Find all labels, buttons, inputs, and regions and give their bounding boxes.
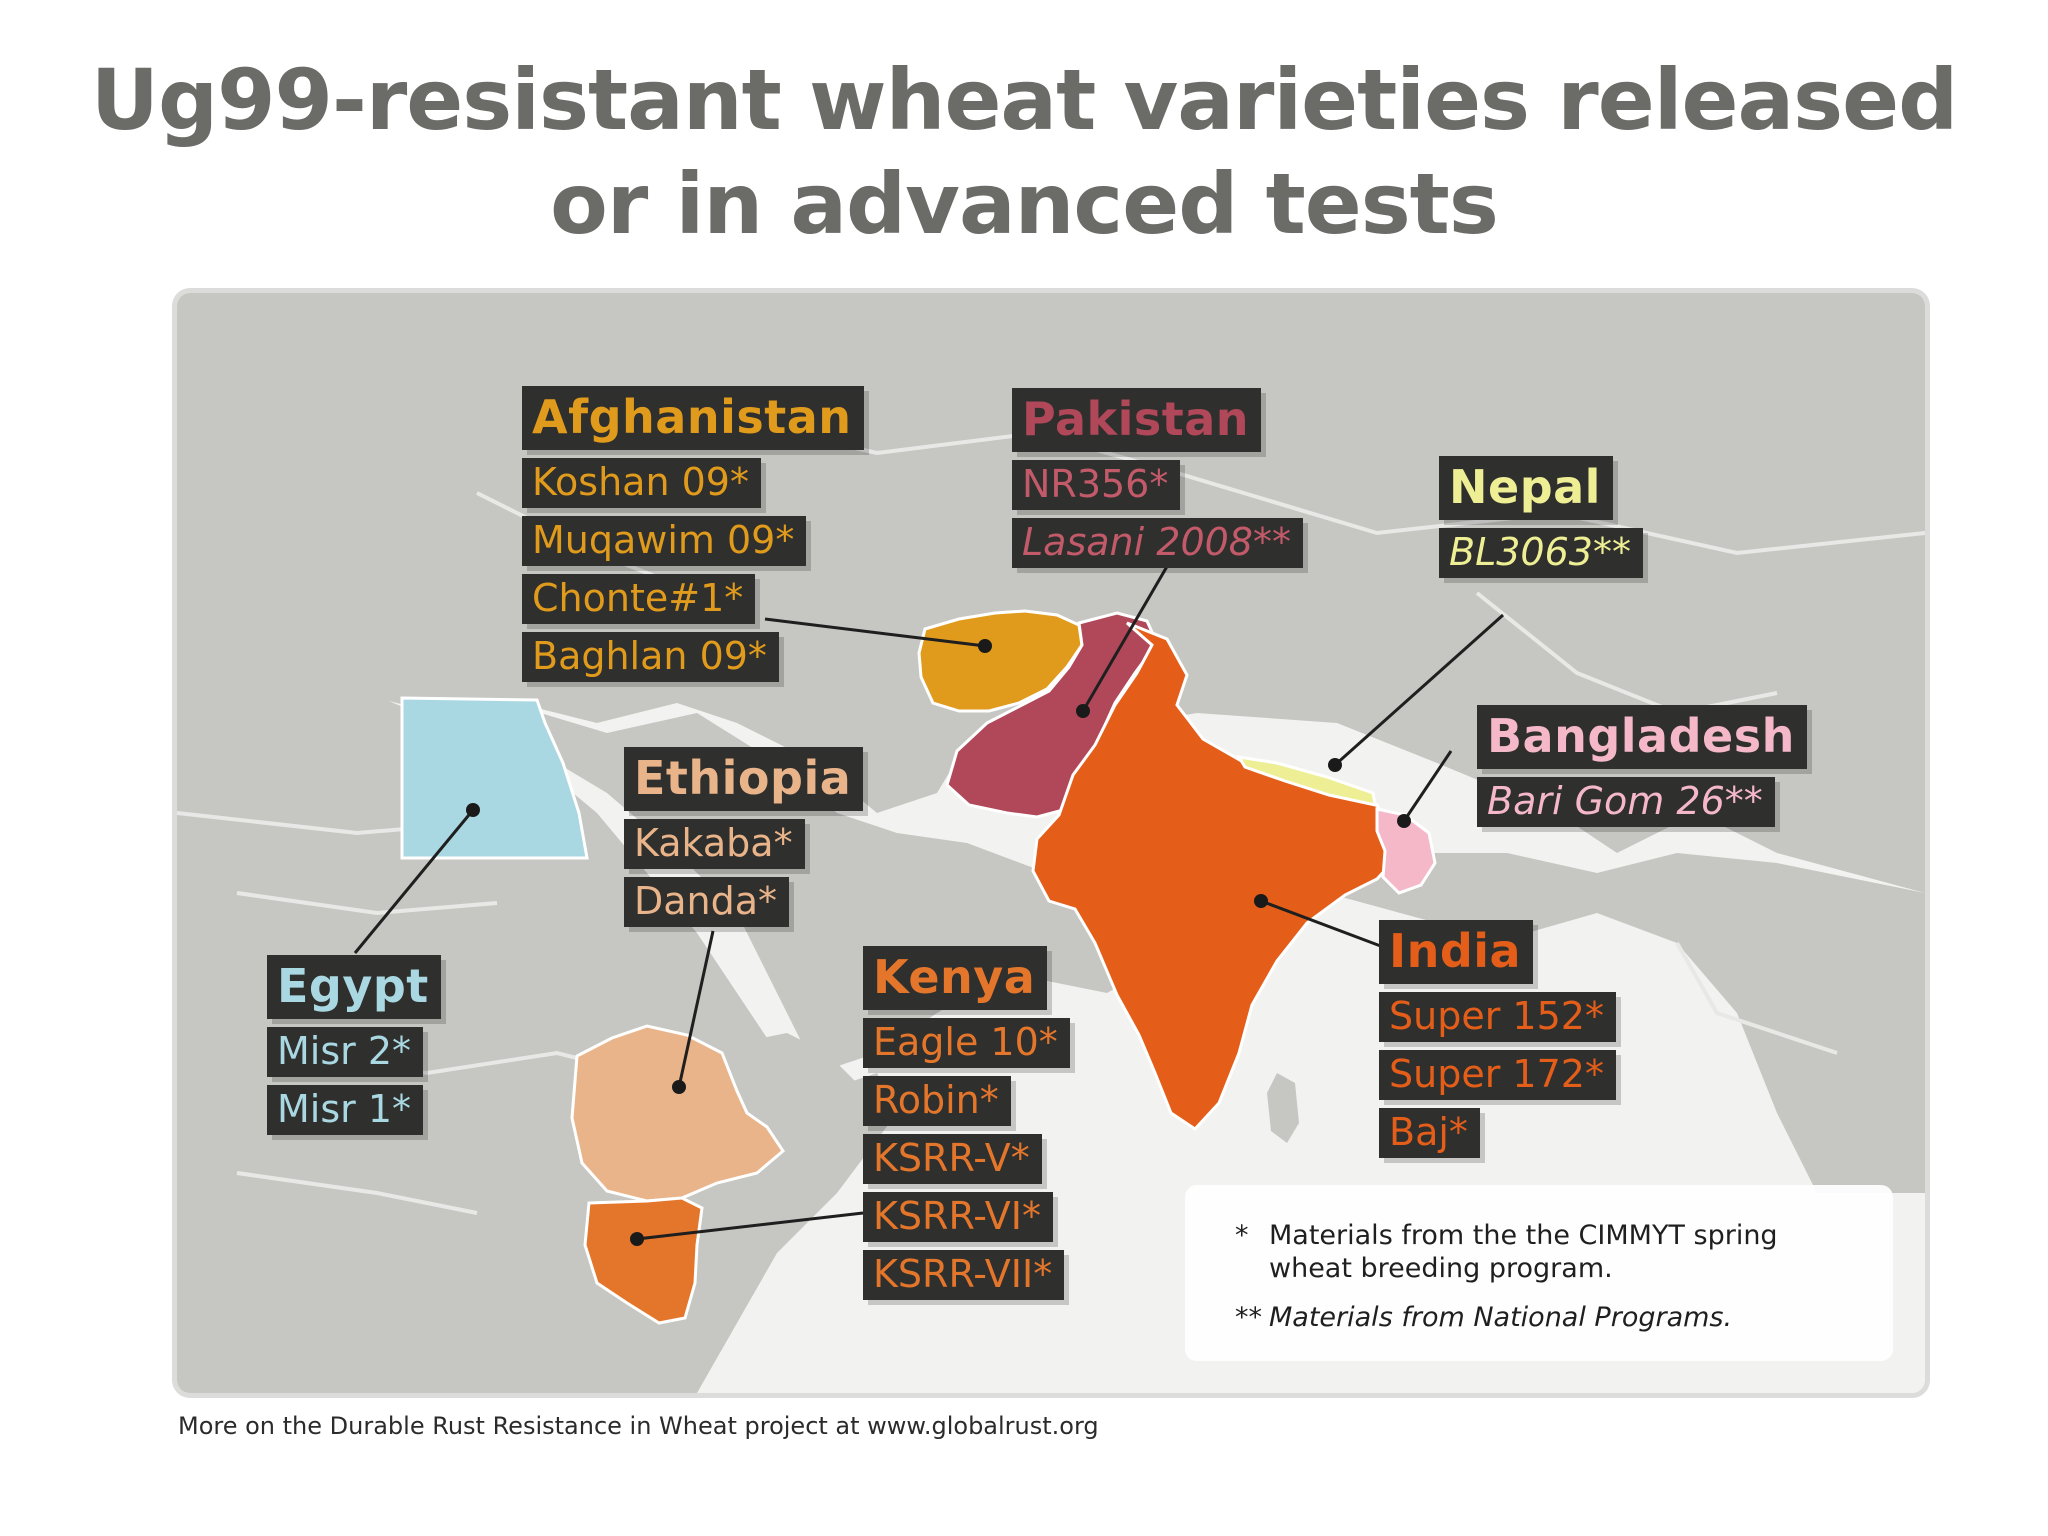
label-nepal-item: BL3063** [1439,528,1643,578]
country-shape-ethiopia [570,1024,785,1203]
label-afghanistan: Afghanistan Koshan 09* Muqawim 09* Chont… [522,386,864,682]
label-pakistan-item: Lasani 2008** [1012,518,1303,568]
title-line-1: Ug99-resistant wheat varieties released [90,51,1959,149]
leader-bangladesh [1402,750,1453,822]
dot-kenya [630,1232,644,1246]
footnote-text-national: Materials from National Programs. [1269,1302,1733,1333]
label-afghanistan-item: Koshan 09* [522,458,761,508]
land-south-asia [1127,833,1925,1193]
country-shape-kenya [583,1196,704,1325]
label-india-item: Super 172* [1379,1050,1616,1100]
label-bangladesh: Bangladesh Bari Gom 26** [1477,705,1807,827]
label-kenya-item: KSRR-VI* [863,1192,1053,1242]
country-shape-nepal [1236,755,1377,807]
label-pakistan: Pakistan NR356* Lasani 2008** [1012,388,1303,568]
footnote-box [1185,1185,1893,1361]
dot-nepal [1328,758,1342,772]
label-ethiopia-item: Danda* [624,877,790,927]
label-egypt-name: Egypt [267,955,441,1019]
label-pakistan-name: Pakistan [1012,388,1262,452]
label-india-item: Baj* [1379,1108,1480,1158]
label-kenya-item: Eagle 10* [863,1018,1070,1068]
label-egypt-item: Misr 2* [267,1027,424,1077]
land-sri-lanka [1267,1073,1299,1143]
label-egypt: Egypt Misr 2* Misr 1* [267,955,441,1135]
dot-egypt [466,803,480,817]
label-nepal: Nepal BL3063** [1439,456,1643,578]
label-ethiopia-name: Ethiopia [624,747,864,811]
label-india-item: Super 152* [1379,992,1616,1042]
map-frame: Afghanistan Koshan 09* Muqawim 09* Chont… [172,288,1930,1398]
label-india-name: India [1379,920,1534,984]
leader-afghanistan [764,617,986,648]
label-kenya-item: KSRR-V* [863,1134,1042,1184]
footnote-mark-single: * [1235,1220,1249,1251]
dot-bangladesh [1397,814,1411,828]
label-kenya-item: KSRR-VII* [863,1250,1065,1300]
label-kenya-item: Robin* [863,1076,1011,1126]
label-bangladesh-name: Bangladesh [1477,705,1807,769]
footer-note: More on the Durable Rust Resistance in W… [178,1412,1099,1440]
footnote-text-cimmyt: Materials from the the CIMMYT spring whe… [1269,1220,1778,1284]
footnote-mark-double: ** [1235,1302,1262,1333]
label-india: India Super 152* Super 172* Baj* [1379,920,1616,1158]
leader-pakistan [1081,562,1171,712]
leader-nepal [1334,613,1504,767]
label-afghanistan-item: Chonte#1* [522,574,756,624]
label-pakistan-item: NR356* [1012,460,1181,510]
footnote-cimmyt: * Materials from the the CIMMYT spring w… [1235,1219,1869,1285]
country-shape-bangladesh [1375,807,1437,895]
title-line-2: or in advanced tests [550,155,1499,253]
land-horn-east [737,1033,857,1113]
label-nepal-name: Nepal [1439,456,1613,520]
dot-india [1254,894,1268,908]
label-afghanistan-item: Muqawim 09* [522,516,807,566]
dot-afghanistan [978,639,992,653]
label-bangladesh-item: Bari Gom 26** [1477,777,1775,827]
leader-ethiopia [677,930,715,1088]
label-afghanistan-item: Baghlan 09* [522,632,779,682]
label-egypt-item: Misr 1* [267,1085,424,1135]
label-kenya: Kenya Eagle 10* Robin* KSRR-V* KSRR-VI* … [863,946,1070,1300]
label-ethiopia-item: Kakaba* [624,819,805,869]
label-kenya-name: Kenya [863,946,1048,1010]
footnote-national: ** Materials from National Programs. [1235,1301,1733,1334]
label-afghanistan-name: Afghanistan [522,386,864,450]
country-shape-afghanistan [917,609,1084,713]
dot-ethiopia [672,1080,686,1094]
country-dots [466,639,1411,1246]
leader-kenya [636,1211,864,1241]
country-shape-egypt [400,696,589,860]
dot-pakistan [1076,704,1090,718]
page-title: Ug99-resistant wheat varieties released … [0,48,2048,256]
land-africa [177,673,897,1393]
label-ethiopia: Ethiopia Kakaba* Danda* [624,747,864,927]
leader-egypt [353,809,475,954]
